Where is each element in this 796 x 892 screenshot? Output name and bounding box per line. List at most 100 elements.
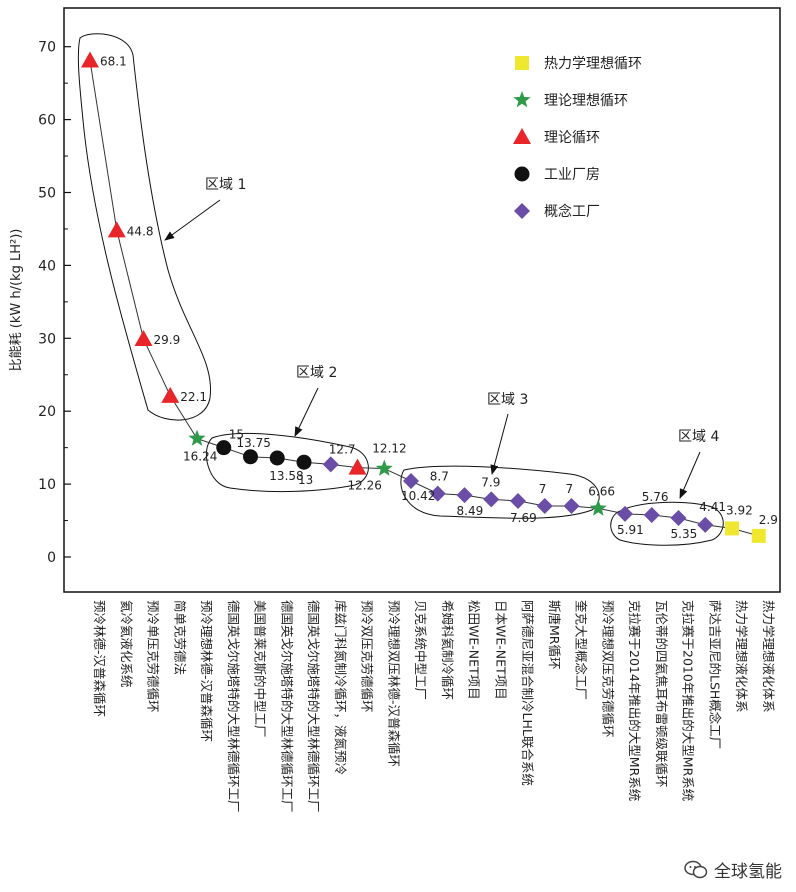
legend-label: 工业厂房	[544, 167, 600, 183]
region-arrow	[490, 413, 509, 475]
marker-diamond	[456, 487, 473, 504]
category-label: 简单克劳德法	[172, 600, 187, 675]
marker-diamond	[322, 456, 339, 473]
region-arrow	[164, 199, 221, 241]
data-label: 10.42	[401, 489, 435, 503]
data-label: 22.1	[180, 390, 207, 404]
data-label: 7.69	[510, 511, 537, 525]
legend-marker-diamond	[514, 203, 530, 219]
data-label: 8.7	[430, 470, 449, 484]
category-label: 预冷理想双压克劳德循环	[600, 600, 615, 738]
marker-star	[188, 429, 206, 446]
category-label: 预冷双压克劳德循环	[360, 600, 375, 713]
data-label: 13.75	[237, 436, 271, 450]
plot-area-border	[63, 7, 781, 593]
y-tick-label: 60	[38, 113, 56, 129]
category-label: 克拉赛于2010年推出的大型MR系统	[681, 600, 696, 801]
marker-diamond	[670, 509, 687, 526]
category-label: 日本WE-NET项目	[493, 600, 508, 700]
region-label: 区域 3	[487, 392, 528, 408]
legend-marker-star	[513, 91, 531, 108]
data-label: 6.66	[588, 484, 615, 498]
marker-diamond	[697, 516, 714, 533]
category-label: 希姆科氦制冷循环	[440, 600, 455, 700]
marker-star	[589, 499, 607, 516]
legend-label: 理论理想循环	[544, 93, 628, 109]
data-label: 13.58	[269, 469, 303, 483]
legend-marker-circle	[514, 166, 530, 182]
data-label: 7	[539, 482, 547, 496]
legend-marker-square	[515, 56, 529, 70]
data-label: 44.8	[127, 224, 154, 238]
category-label: 瓦伦蒂的四氦焦耳布雷顿级联循环	[654, 600, 669, 788]
category-label: 预冷林德-汉普森循环	[92, 600, 107, 717]
data-label: 68.1	[100, 55, 127, 69]
category-label: 松田WE-NET项目	[467, 600, 482, 700]
chat-bubble-icon	[684, 860, 708, 878]
category-label: 德国英戈尔施塔特的大型林德循环工厂	[279, 600, 294, 813]
region-outline	[610, 501, 724, 546]
region-label: 区域 4	[678, 429, 719, 445]
data-label: 16.24	[183, 450, 217, 464]
data-label: 5.35	[671, 527, 698, 541]
y-tick-label: 30	[38, 331, 56, 347]
y-tick-label: 10	[38, 477, 56, 493]
data-label: 12.12	[372, 442, 406, 456]
marker-triangle	[81, 51, 99, 68]
data-label: 3.92	[726, 503, 753, 517]
legend-label: 热力学理想循环	[544, 56, 642, 72]
category-label: 奎克大型概念工厂	[574, 600, 589, 700]
category-label: 德国英戈尔施塔特的大型林德循环工厂	[226, 600, 241, 813]
marker-triangle	[107, 221, 126, 238]
category-label: 库兹门科氮制冷循环，液氮预冷	[333, 600, 348, 775]
data-label: 2.9	[759, 513, 778, 527]
category-label: 阿萨德尼亚混合制冷LHL联合系统	[520, 600, 535, 786]
category-label: 氦冷氦液化系统	[119, 600, 134, 688]
y-tick-label: 50	[38, 186, 56, 202]
marker-triangle	[134, 330, 153, 347]
marker-circle	[216, 440, 232, 456]
y-axis-title: 比能耗 (kW h/(kg LH²))	[9, 229, 24, 372]
category-label: 萨达吉亚尼的LSH概念工厂	[707, 600, 722, 749]
marker-diamond	[403, 473, 419, 490]
y-tick-label: 20	[38, 404, 56, 420]
marker-diamond	[510, 492, 526, 509]
watermark: 全球氢能	[684, 857, 782, 882]
plot-frame	[63, 7, 781, 593]
data-label: 12.26	[348, 479, 382, 493]
region-outline	[400, 465, 600, 519]
category-labels: 预冷林德-汉普森循环 氦冷氦液化系统 预冷单压克劳德循环 简单克劳德法 预冷理想林德-汉…	[92, 600, 776, 813]
region-outline	[77, 33, 212, 421]
category-label: 美国普莱克斯的中型工厂	[253, 600, 268, 738]
y-axis: 0 10 20 30 40 50 60 70 比能耗 (kW h/(kg LH²))	[9, 40, 71, 566]
marker-diamond	[536, 497, 553, 514]
legend-label: 概念工厂	[544, 203, 600, 220]
marker-diamond	[429, 485, 446, 502]
marker-diamond	[643, 507, 660, 524]
legend-label: 理论循环	[544, 130, 600, 146]
data-markers	[81, 51, 766, 543]
y-tick-label: 40	[38, 258, 56, 274]
data-label: 12.7	[329, 442, 356, 456]
y-tick-label: 70	[38, 40, 56, 56]
data-label: 7	[566, 482, 574, 496]
data-label: 13	[298, 473, 313, 487]
marker-circle	[269, 450, 285, 466]
region-arrow	[679, 451, 701, 499]
marker-triangle	[161, 386, 180, 403]
data-label: 5.76	[642, 490, 669, 504]
data-label: 29.9	[154, 333, 181, 347]
marker-diamond	[563, 497, 580, 514]
marker-circle	[296, 454, 312, 470]
category-label: 预冷理想林德-汉普森循环	[199, 600, 214, 742]
marker-square	[725, 521, 739, 536]
category-label: 贝克系统中型工厂	[413, 600, 428, 700]
category-label: 德国英戈尔施塔特的大型林德循环工厂	[306, 600, 321, 813]
marker-diamond	[617, 505, 633, 522]
legend-marker-triangle	[513, 128, 531, 144]
category-label: 斯唐MR循环	[547, 600, 562, 669]
data-label: 4.41	[699, 500, 726, 514]
